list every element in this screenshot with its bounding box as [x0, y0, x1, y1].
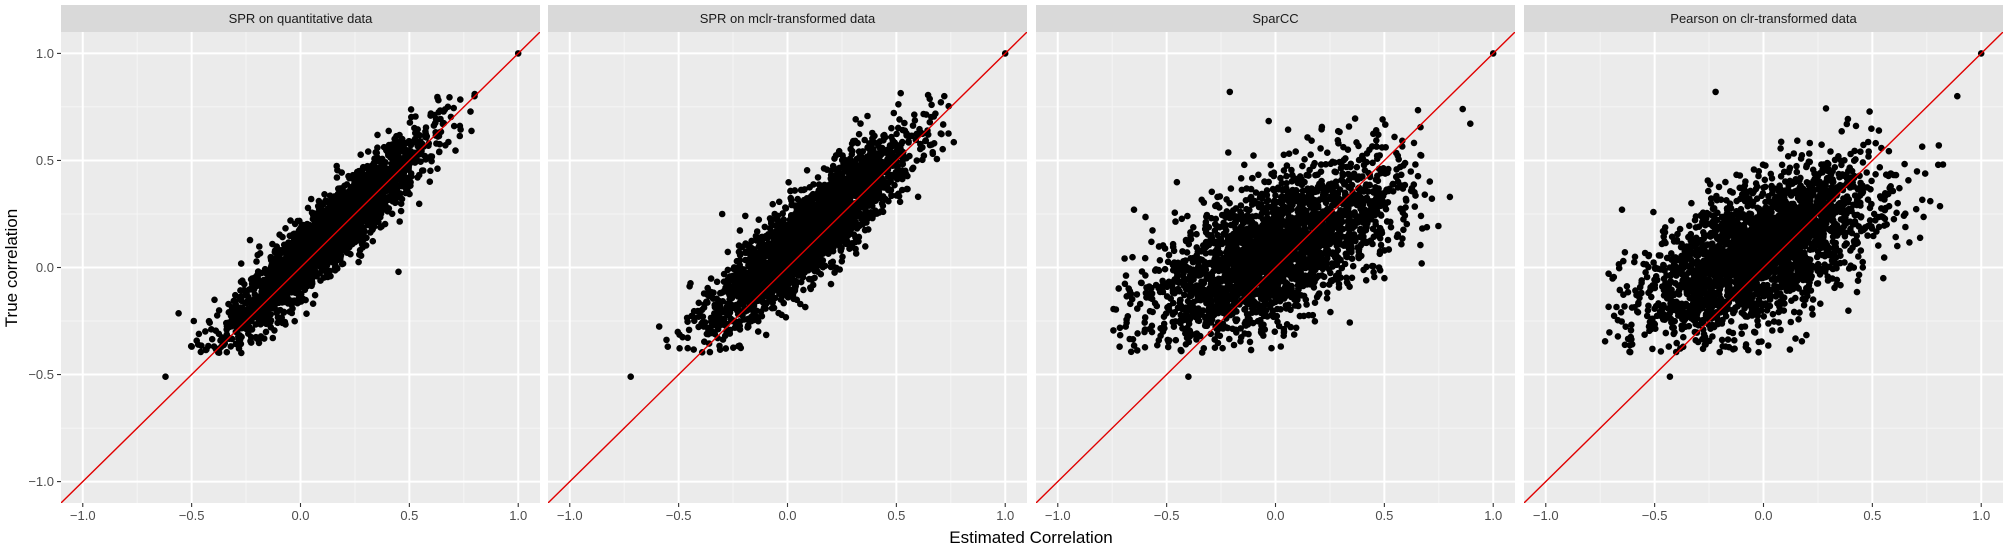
plot-area: [1524, 32, 2003, 503]
identity-line: [1036, 32, 1515, 503]
x-axis-4: −1.0 −0.5 0.0 0.5 1.0: [1533, 503, 1990, 523]
x-tick-label: −0.5: [1154, 508, 1180, 523]
x-tick-label: 0.0: [1754, 508, 1772, 523]
strip-background: [61, 5, 540, 32]
x-tick-label: 0.5: [1863, 508, 1881, 523]
scatter-points: [162, 50, 522, 380]
y-axis: 1.0 0.5 0.0 −0.5 −1.0: [28, 46, 61, 489]
x-tick-label: 1.0: [509, 508, 527, 523]
x-axis-title: Estimated Correlation: [949, 528, 1112, 547]
x-tick-label: 0.0: [291, 508, 309, 523]
identity-line: [61, 32, 540, 503]
y-tick-label: 0.5: [36, 153, 54, 168]
y-axis-title: True correlation: [2, 209, 21, 327]
panel-title: SPR on quantitative data: [229, 11, 374, 26]
panel-title: SPR on mclr-transformed data: [700, 11, 876, 26]
x-tick-label: 1.0: [1972, 508, 1990, 523]
panel-title: Pearson on clr-transformed data: [1670, 11, 1857, 26]
y-tick-label: −0.5: [28, 367, 54, 382]
x-axis-3: −1.0 −0.5 0.0 0.5 1.0: [1045, 503, 1502, 523]
panel-title: SparCC: [1252, 11, 1298, 26]
scatter-points: [627, 50, 1009, 381]
plot-area: [61, 32, 540, 503]
y-tick-label: 0.0: [36, 260, 54, 275]
x-tick-label: 1.0: [1484, 508, 1502, 523]
x-axis-2: −1.0 −0.5 0.0 0.5 1.0: [557, 503, 1014, 523]
x-tick-label: 0.5: [1375, 508, 1393, 523]
panel-2: SPR on mclr-transformed data −1.0 −0.5 0.0 0…: [548, 5, 1027, 523]
strip-background: [548, 5, 1027, 32]
x-tick-label: −0.5: [179, 508, 205, 523]
x-tick-label: −1.0: [557, 508, 583, 523]
x-tick-label: −1.0: [1045, 508, 1071, 523]
scatter-points: [1110, 50, 1497, 380]
panel-4: Pearson on clr-transformed data −1.0 −0.5 0…: [1524, 5, 2003, 523]
x-tick-label: 0.5: [887, 508, 905, 523]
panel-3: SparCC −1.0 −0.5 0.0 0.5 1.0: [1036, 5, 1515, 523]
x-tick-label: −1.0: [70, 508, 96, 523]
scatter-points: [1601, 50, 1985, 380]
strip-background: [1036, 5, 1515, 32]
x-axis-1: −1.0 −0.5 0.0 0.5 1.0: [70, 503, 527, 523]
x-tick-label: 0.0: [778, 508, 796, 523]
plot-area: [1036, 32, 1515, 503]
x-tick-label: 0.5: [400, 508, 418, 523]
identity-line: [1524, 32, 2003, 503]
y-tick-label: 1.0: [36, 46, 54, 61]
plot-area: [548, 32, 1027, 503]
x-tick-label: 0.0: [1266, 508, 1284, 523]
x-tick-label: 1.0: [996, 508, 1014, 523]
y-tick-label: −1.0: [28, 474, 54, 489]
identity-line: [548, 32, 1027, 503]
panel-1: SPR on quantitative data −1.0 −0.5 0.0 0.5 1.…: [61, 5, 540, 523]
strip-background: [1524, 5, 2003, 32]
panels-group: SPR on quantitative data −1.0 −0.5 0.0 0.5 1.…: [61, 5, 2003, 523]
x-tick-label: −0.5: [1642, 508, 1668, 523]
x-tick-label: −0.5: [666, 508, 692, 523]
x-tick-label: −1.0: [1533, 508, 1559, 523]
